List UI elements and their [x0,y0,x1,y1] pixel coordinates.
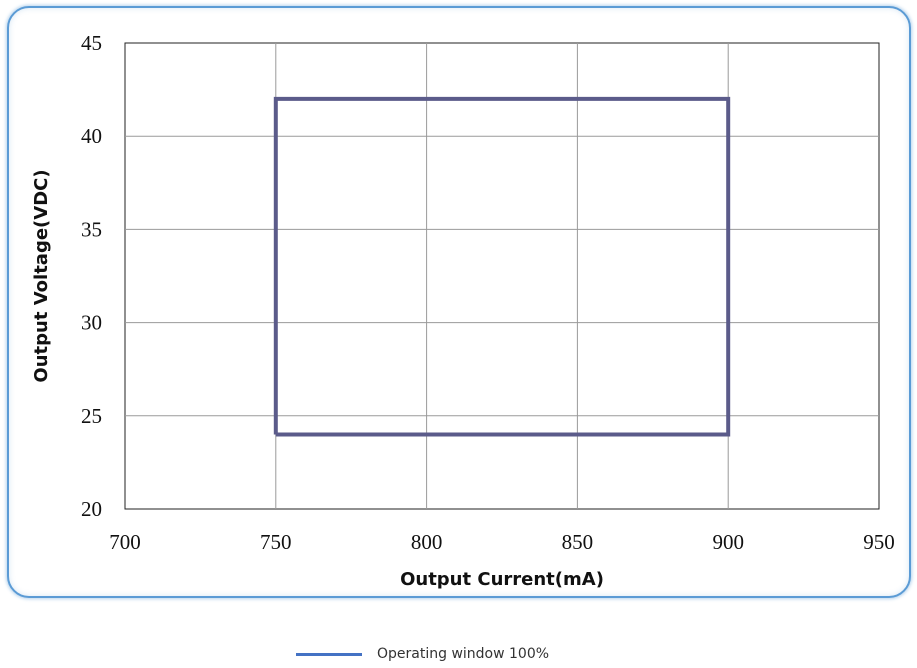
series-layer [273,96,731,437]
x-tick-label: 850 [562,530,594,554]
x-tick-labels: 700 750 800 850 900 950 [109,530,895,554]
y-tick-label: 20 [81,497,102,521]
y-tick-label: 25 [81,404,102,428]
x-axis-title: Output Current(mA) [400,569,604,590]
legend-swatch [296,652,362,656]
legend-label: Operating window 100% [377,646,550,662]
plot-area [124,42,880,510]
y-axis-title: Output Voltage(VDC) [31,169,52,382]
y-tick-label: 45 [81,31,102,55]
y-tick-labels: 20 25 30 35 40 45 [81,31,102,521]
x-tick-label: 900 [712,530,744,554]
y-tick-label: 35 [81,217,102,241]
x-tick-label: 950 [863,530,895,554]
y-tick-label: 40 [81,124,102,148]
legend: Operating window 100% [296,640,549,668]
x-tick-label: 700 [109,530,141,554]
x-tick-label: 800 [411,530,443,554]
y-tick-label: 30 [81,311,102,335]
x-tick-label: 750 [260,530,292,554]
